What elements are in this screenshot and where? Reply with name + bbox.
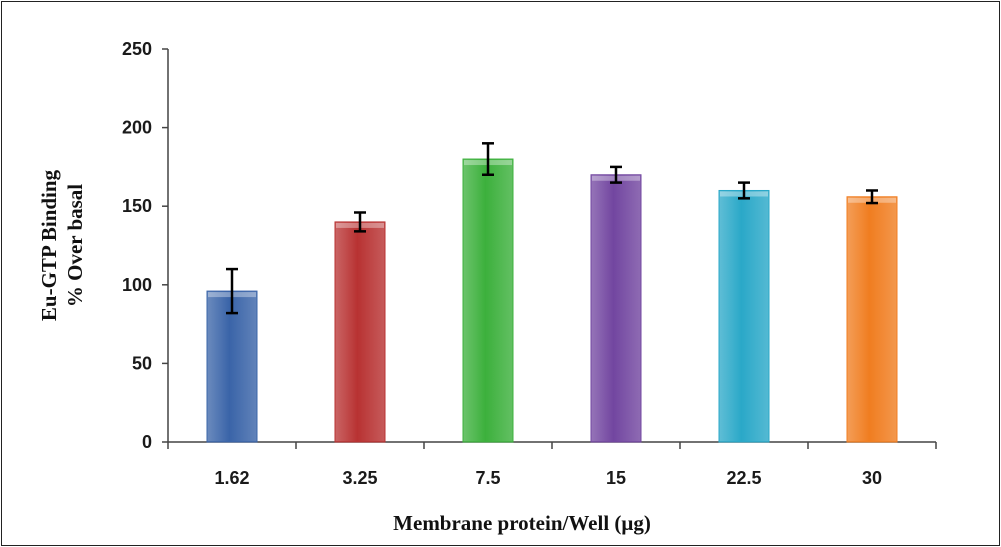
error-bar-1.62 [226, 267, 238, 315]
x-tick-label: 3.25 [342, 468, 377, 488]
y-tick-label: 250 [122, 39, 152, 59]
error-bars [226, 142, 878, 315]
error-bar-30 [866, 189, 878, 205]
x-tick-label: 15 [606, 468, 626, 488]
x-tick-label: 7.5 [475, 468, 500, 488]
y-tick-label: 50 [132, 353, 152, 373]
bar-1.62 [206, 290, 258, 443]
y-axis-label-line-2: % Over basal [63, 184, 87, 307]
y-tick-label: 0 [142, 432, 152, 452]
error-bar-15 [610, 165, 622, 184]
x-tick-label: 30 [862, 468, 882, 488]
error-bar-7.5 [482, 142, 494, 177]
y-axis-label-line-1: Eu-GTP Binding [37, 169, 61, 321]
bar-15 [590, 174, 642, 443]
y-ticks: 0 50 100 150 200 250 [122, 39, 168, 452]
x-tick-label: 22.5 [726, 468, 761, 488]
bar-3.25 [334, 221, 386, 443]
x-tick-label: 1.62 [214, 468, 249, 488]
y-tick-label: 150 [122, 196, 152, 216]
x-axis-label: Membrane protein/Well (μg) [393, 511, 651, 535]
error-bar-22.5 [738, 181, 750, 200]
error-bar-3.25 [354, 211, 366, 233]
bar-30 [846, 196, 898, 443]
bar-22.5 [718, 189, 770, 443]
bars [206, 158, 898, 443]
bar-7.5 [462, 158, 514, 443]
y-tick-label: 100 [122, 275, 152, 295]
x-ticks: 1.62 3.25 7.5 15 22.5 30 [167, 442, 937, 488]
y-tick-label: 200 [122, 118, 152, 138]
